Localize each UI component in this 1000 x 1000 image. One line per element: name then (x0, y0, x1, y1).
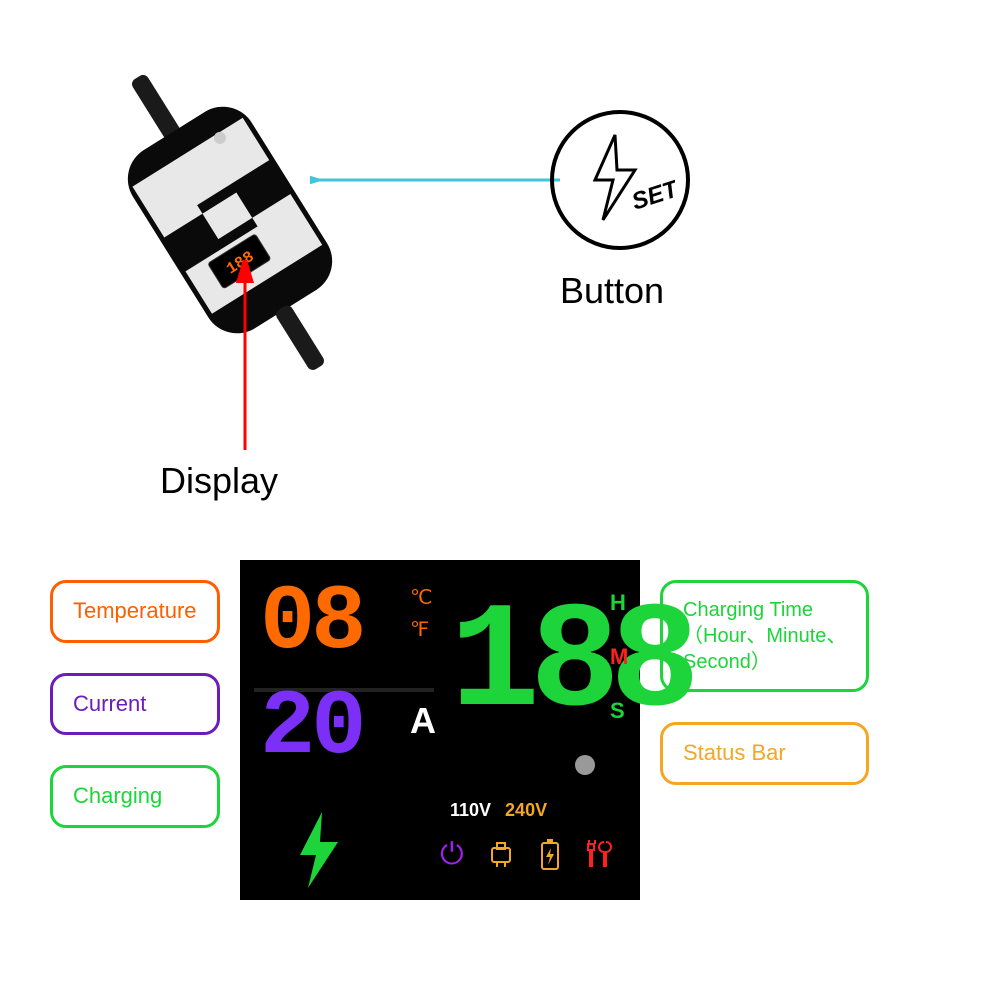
temperature-legend: Temperature (50, 580, 220, 643)
lcd-legend-section: Temperature Current Charging 08 ℃ ℉ 20 A… (50, 560, 950, 940)
top-diagram: 188 SET Button Display (70, 60, 930, 500)
fahrenheit-unit: ℉ (410, 614, 432, 646)
current-unit: A (410, 700, 436, 742)
celsius-unit: ℃ (410, 582, 432, 614)
display-arrow (235, 260, 265, 460)
charging-bolt-icon (290, 810, 350, 890)
current-value: 20 (260, 675, 362, 780)
charging-legend: Charging (50, 765, 220, 828)
time-value: 188 (450, 580, 690, 750)
right-legend-column: Charging Time （Hour、Minute、 Second） Stat… (660, 560, 869, 785)
status-bar-icons: ⏻ (440, 838, 614, 872)
minutes-label: M (610, 644, 628, 670)
seconds-label: S (610, 698, 628, 724)
lcd-display: 08 ℃ ℉ 20 A 188 H M S 110V240V ⏻ (240, 560, 640, 900)
hours-label: H (610, 590, 628, 616)
current-legend: Current (50, 673, 220, 736)
temperature-value: 08 (260, 570, 362, 675)
charger-device-image: 188 (70, 60, 390, 380)
display-label: Display (160, 460, 278, 502)
status-bar-legend: Status Bar (660, 722, 869, 785)
volt-240-label: 240V (505, 800, 547, 820)
set-lightning-icon: SET (565, 125, 675, 235)
power-icon: ⏻ (440, 838, 464, 872)
voltage-labels: 110V 240V (450, 800, 547, 821)
left-legend-column: Temperature Current Charging (50, 560, 220, 828)
button-arrow (310, 170, 570, 190)
button-label: Button (560, 270, 664, 312)
connector-icon (486, 840, 516, 870)
indicator-dot (575, 755, 595, 775)
battery-icon (538, 839, 562, 871)
svg-text:SET: SET (629, 175, 675, 216)
button-detail-circle: SET (550, 110, 690, 250)
volt-110-label: 110V (450, 800, 491, 820)
tools-icon (584, 840, 614, 870)
temperature-units: ℃ ℉ (410, 582, 432, 646)
charging-time-legend: Charging Time （Hour、Minute、 Second） (660, 580, 869, 692)
hms-labels: H M S (610, 590, 628, 724)
